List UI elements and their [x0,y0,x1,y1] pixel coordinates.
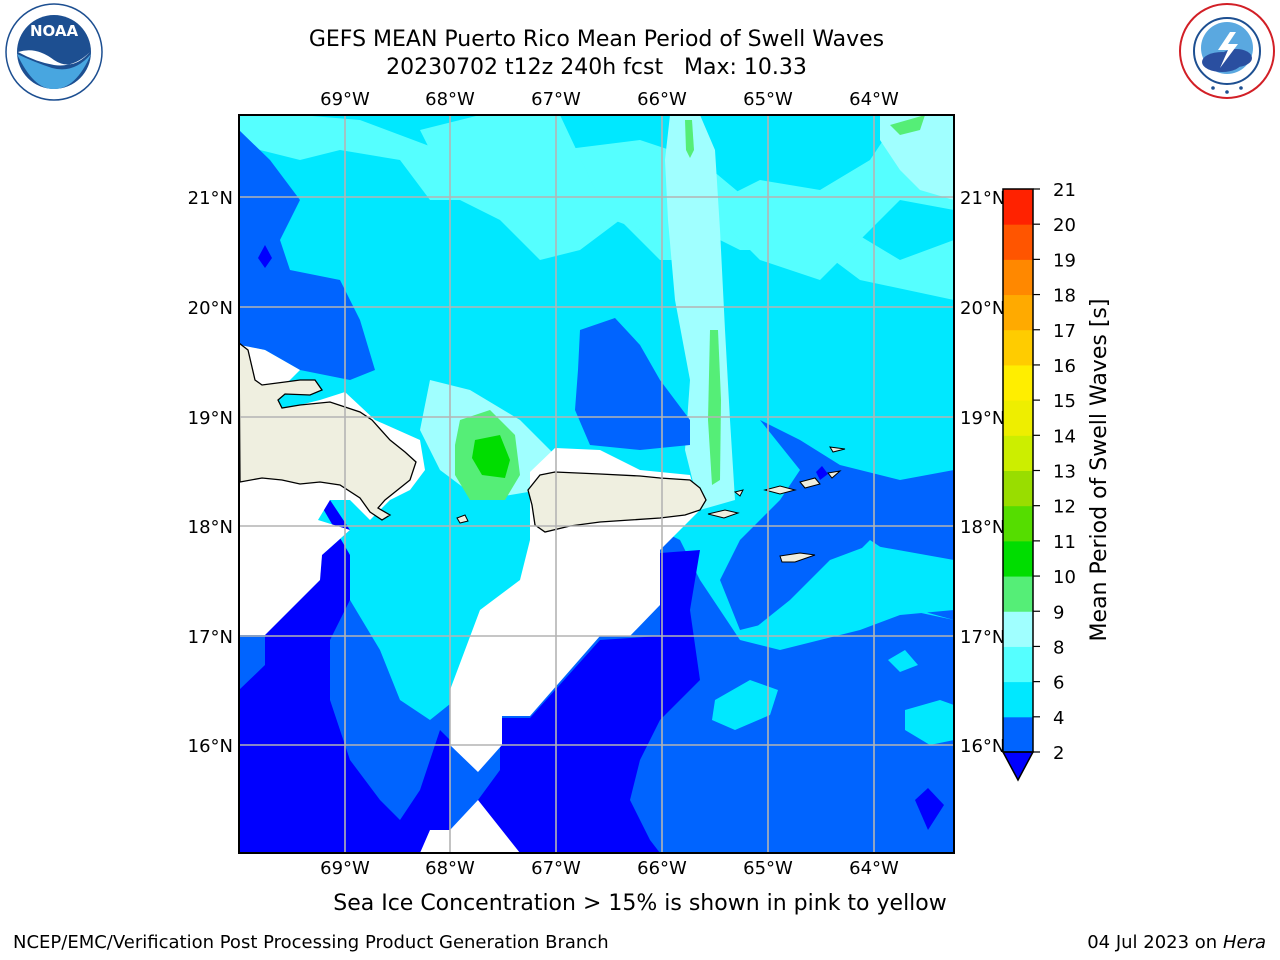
footer-host: Hera [1222,932,1266,953]
colorbar-segment [1003,540,1033,577]
land-vieques [707,509,740,519]
field-lt2-se [915,788,944,830]
sea-ice-note: Sea Ice Concentration > 15% is shown in … [333,891,947,916]
colorbar-tick-label: 11 [1053,532,1076,553]
colorbar-tick-label: 19 [1053,250,1076,271]
map-frame [238,114,955,854]
y-tick-left: 21°N [188,188,233,209]
colorbar-segment [1003,364,1033,401]
chart-title: GEFS MEAN Puerto Rico Mean Period of Swe… [308,27,885,52]
colorbar-tick-label: 6 [1053,673,1064,694]
colorbar-tick-label: 8 [1053,637,1064,658]
colorbar-tick-label: 15 [1053,391,1076,412]
colorbar-tick-label: 16 [1053,356,1076,377]
nws-logo-icon [1178,2,1276,100]
colorbar-tick-label: 20 [1053,215,1076,236]
y-tick-right: 17°N [960,627,1005,648]
x-tick-top: 66°W [637,89,687,110]
field-10-11 [472,435,510,478]
y-tick-right: 19°N [960,408,1005,429]
missing-south [420,800,520,853]
colorbar-segment [1003,294,1033,331]
x-tick-top: 67°W [531,89,581,110]
colorbar-tick-label: 9 [1053,602,1064,623]
colorbar-segment [1003,189,1033,225]
x-tick-bottom: 66°W [637,858,687,879]
field-lt2-spot [258,245,272,268]
missing-west [239,520,350,635]
noaa-logo-text: NOAA [30,22,79,40]
colorbar-segment [1003,400,1033,436]
map-gridlines [239,115,954,853]
colorbar-segment [1003,259,1033,296]
colorbar: 2 4 6 8 9 10 11 12 13 14 15 16 17 18 19 20 21 [1001,180,1076,782]
x-tick-bottom: 65°W [743,858,793,879]
y-tick-left: 17°N [188,627,233,648]
field-lt2-vi [816,466,828,480]
x-tick-bottom: 67°W [531,858,581,879]
map-field [239,115,954,853]
land-hispaniola [239,342,417,521]
colorbar-tick-label: 18 [1053,286,1076,307]
land-virgin-islands [733,446,846,497]
missing-puerto-rico [450,448,700,772]
y-tick-left: 18°N [188,517,233,538]
colorbar-segment [1003,470,1033,507]
field-9-10-c [890,115,925,135]
colorbar-tick-label: 13 [1053,462,1076,483]
field-4-6-s2 [905,700,954,745]
colorbar-tick-label: 17 [1053,321,1076,342]
field-4-6-s1 [712,680,778,730]
colorbar-segment [1003,716,1033,753]
land-st-croix [779,552,816,563]
y-tick-right: 20°N [960,298,1005,319]
x-tick-top: 64°W [849,89,899,110]
field-8-9-ne [880,115,954,200]
colorbar-segment [1003,505,1033,542]
field-4-6-north [239,115,954,260]
field-9-10-b [708,330,721,485]
x-tick-bottom: 64°W [849,858,899,879]
colorbar-segment [1003,329,1033,366]
field-lt2-west [239,500,450,853]
colorbar-segment [1003,435,1033,471]
x-tick-bottom: 69°W [320,858,370,879]
field-4-6-s3 [888,650,918,672]
land-mona [456,514,469,524]
colorbar-segment [1003,576,1033,612]
x-tick-top: 68°W [425,89,475,110]
colorbar-tick-label: 10 [1053,567,1076,588]
field-4-6-s5 [740,545,954,650]
colorbar-tick-label: 2 [1053,743,1064,764]
field-lt2-center [478,550,700,853]
y-tick-left: 19°N [188,408,233,429]
footer-date-text: 04 Jul 2023 on [1087,932,1223,953]
noaa-logo-icon: NOAA [4,2,104,102]
footer-date: 04 Jul 2023 on Hera [1087,932,1266,953]
chart-subtitle: 20230702 t12z 240h fcst Max: 10.33 [386,55,807,80]
colorbar-tick-label: 21 [1053,180,1076,201]
field-2-4-west [239,130,375,380]
colorbar-tick-label: 14 [1053,426,1076,447]
x-tick-top: 69°W [320,89,370,110]
y-tick-right: 18°N [960,517,1005,538]
colorbar-tick-label: 12 [1053,497,1076,518]
field-9-10-a [685,120,694,158]
colorbar-segment [1003,224,1033,260]
y-tick-right: 16°N [960,736,1005,757]
y-tick-left: 16°N [188,736,233,757]
y-tick-right: 21°N [960,188,1005,209]
colorbar-label: Mean Period of Swell Waves [s] [1087,299,1112,642]
colorbar-tick-label: 4 [1053,708,1064,729]
colorbar-segment [1003,681,1033,718]
colorbar-segment [1003,646,1033,683]
field-6-8-band [420,115,954,280]
x-tick-bottom: 68°W [425,858,475,879]
footer-credit: NCEP/EMC/Verification Post Processing Pr… [13,932,609,953]
colorbar-extend-min [1001,751,1035,782]
x-tick-top: 65°W [743,89,793,110]
colorbar-segment [1003,611,1033,647]
y-tick-left: 20°N [188,298,233,319]
